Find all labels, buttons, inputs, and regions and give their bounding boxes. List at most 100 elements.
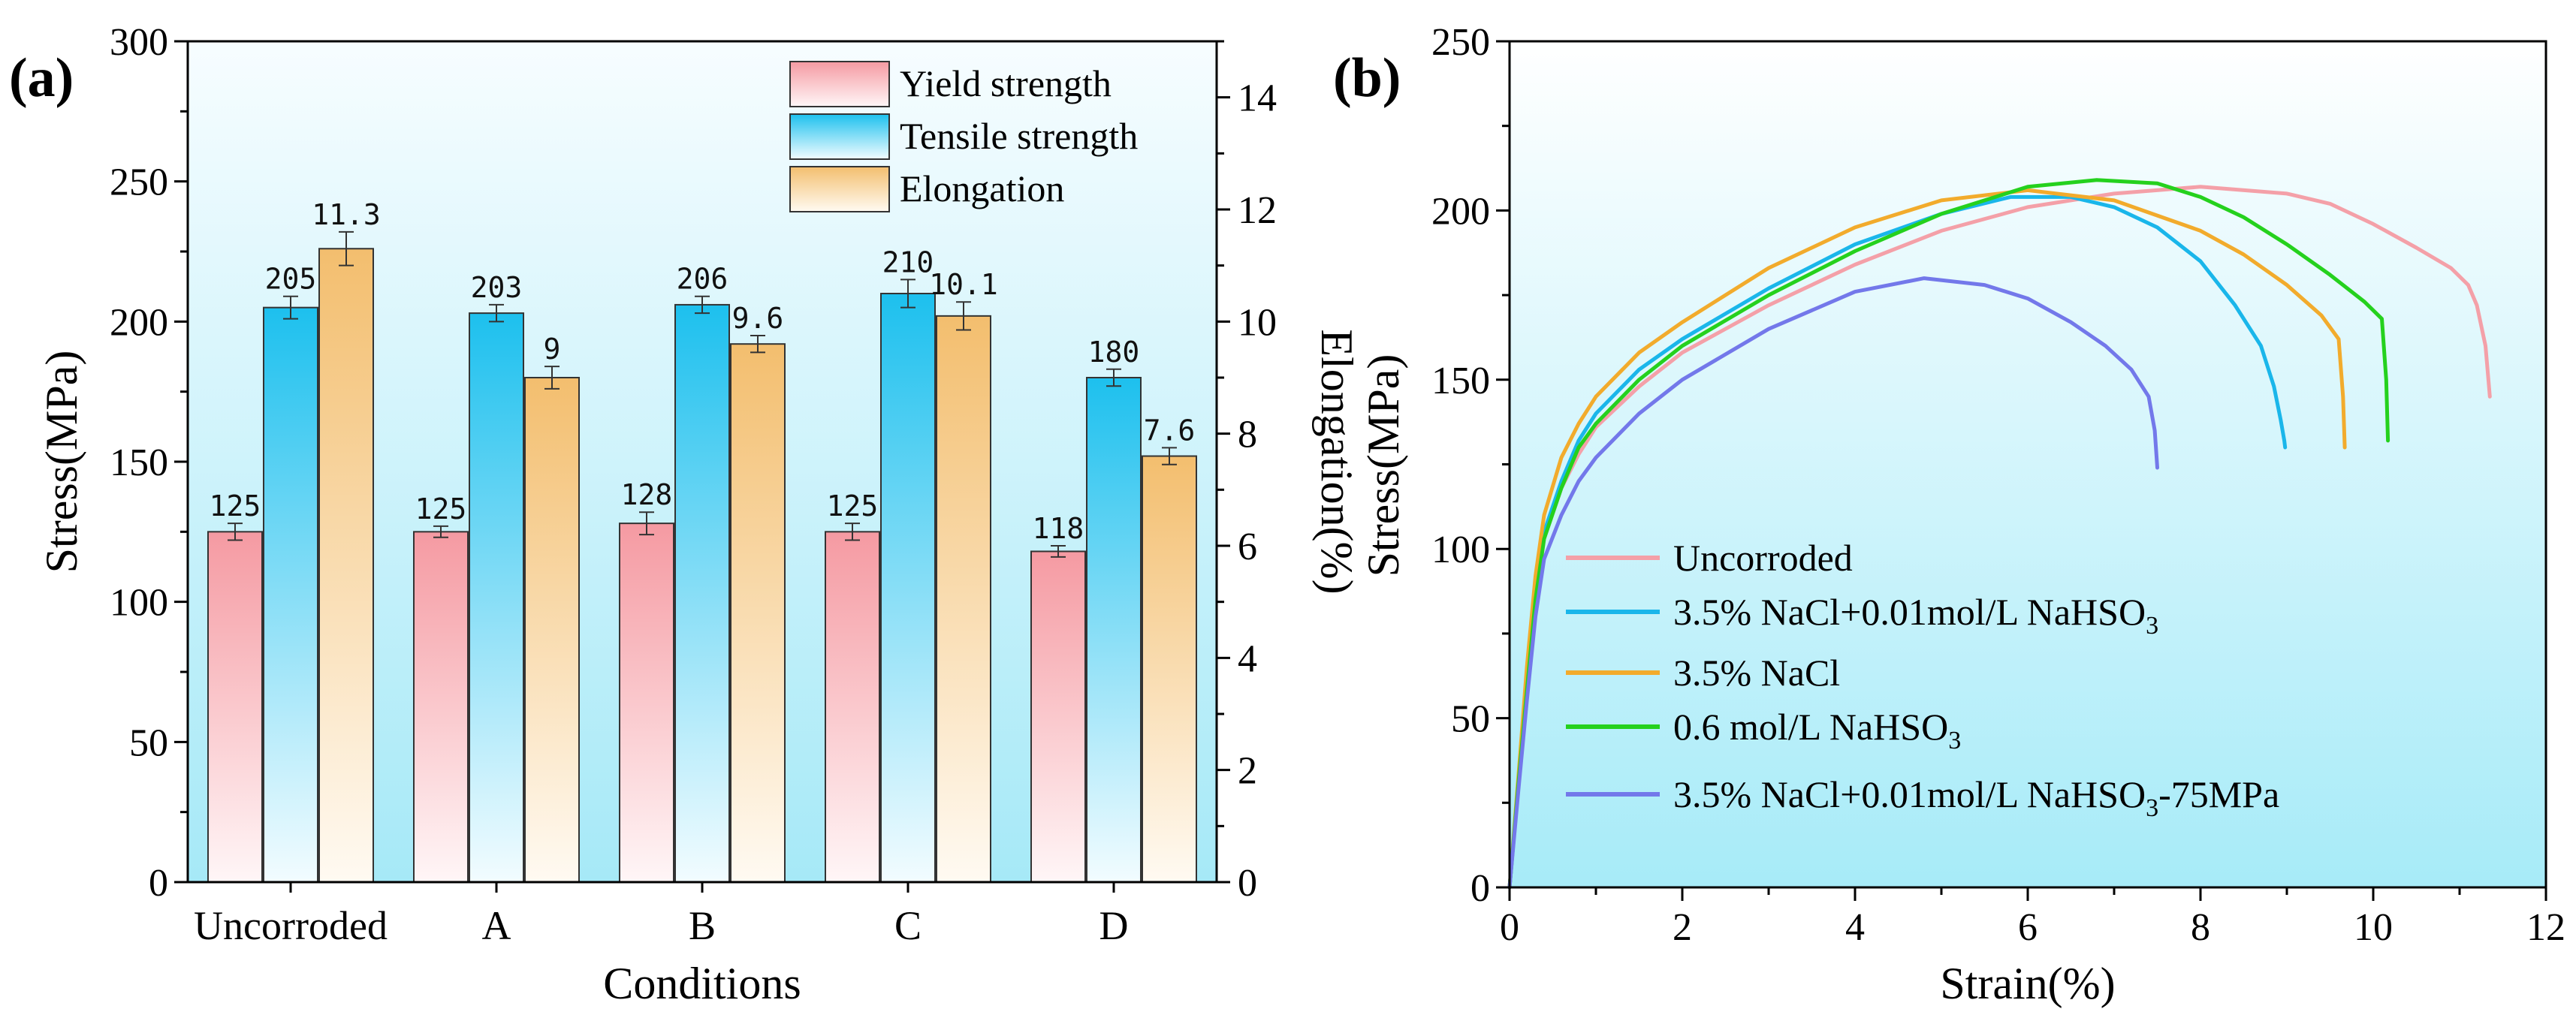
panel-a-y-axis-title: Stress(MPa)	[37, 351, 86, 574]
bar-tensile-strength-b	[674, 303, 730, 883]
error-bar-elongation-b	[750, 335, 765, 354]
panel-b-y-axis: 0 50 100 150 200 250	[1431, 21, 1510, 910]
data-label-tensile-strength-d: 180	[1088, 336, 1140, 369]
bar-yield-strength-uncorroded	[207, 531, 263, 883]
curve-3-5-nacl-0-01mol-l-nahso3-75mpa	[1507, 276, 2159, 890]
legend-label-nacl: 3.5% NaCl	[1673, 652, 1840, 694]
data-label-elongation-c: 10.1	[929, 268, 998, 301]
data-label-tensile-strength-c: 210	[882, 245, 934, 279]
error-bar-elongation-c	[956, 301, 971, 331]
data-label-elongation-b: 9.6	[732, 302, 784, 335]
legend-label-elongation: Elongation	[900, 167, 1064, 209]
error-bar-tensile-strength-d	[1106, 368, 1121, 387]
bar-elongation-b	[730, 343, 786, 883]
bar-yield-strength-c	[825, 531, 880, 883]
y-tick-label: 0	[149, 862, 168, 905]
x-tick-label-b: B	[689, 903, 716, 948]
y2-tick-label: 8	[1238, 414, 1257, 456]
bar-yield-strength-b	[619, 523, 674, 884]
x-tick-label-uncorroded: Uncorroded	[194, 903, 388, 948]
legend-label-uncorroded: Uncorroded	[1673, 537, 1853, 579]
panel-b-plot-background	[1510, 41, 2546, 887]
panel-b-x-axis-title: Strain(%)	[1940, 959, 2115, 1008]
x-tick-label: 2	[1673, 906, 1692, 949]
legend-item-nacl-nahso3: 3.5% NaCl+0.01mol/L NaHSO3	[1566, 591, 2158, 640]
data-label-elongation-uncorroded: 11.3	[312, 198, 381, 231]
panel-a-y-axis: 0 50 100 150 200 250 300	[110, 21, 188, 905]
error-bar-yield-strength-d	[1051, 545, 1066, 558]
x-tick-label-c: C	[894, 903, 922, 948]
y2-tick-label: 0	[1238, 862, 1257, 905]
x-tick-label: 10	[2354, 906, 2393, 949]
data-label-elongation-a: 9	[544, 333, 561, 366]
x-tick-label: 8	[2191, 906, 2210, 949]
legend-item-nacl-nahso3-75mpa: 3.5% NaCl+0.01mol/L NaHSO3-75MPa	[1566, 773, 2279, 822]
data-label-tensile-strength-a: 203	[471, 271, 523, 304]
y-tick-label: 100	[1431, 529, 1490, 571]
panel-b: 0 50 100 150 200 250 0 2 4 6 8 10 12 (b) Stress(MPa…	[1333, 21, 2565, 1008]
y-tick-label: 50	[129, 721, 168, 764]
legend-label-nacl-nahso3: 3.5% NaCl+0.01mol/L NaHSO3	[1673, 591, 2158, 640]
y-tick-label: 150	[1431, 360, 1490, 402]
error-bar-tensile-strength-b	[695, 295, 710, 315]
legend-item-yield-strength: Yield strength	[789, 61, 1112, 107]
legend-swatch-tensile	[789, 113, 890, 160]
legend-item-nahso3: 0.6 mol/L NaHSO3	[1566, 706, 1961, 754]
x-tick-label: 12	[2526, 906, 2565, 949]
data-label-yield-strength-uncorroded: 125	[210, 489, 261, 523]
y-tick-label: 100	[110, 582, 168, 625]
data-label-yield-strength-b: 128	[621, 478, 673, 511]
legend-swatch-elongation	[789, 166, 890, 212]
bar-elongation-c	[936, 315, 991, 884]
error-bar-tensile-strength-uncorroded	[283, 295, 298, 320]
data-label-elongation-d: 7.6	[1144, 414, 1196, 447]
y-tick-label: 200	[1431, 190, 1490, 233]
legend-item-nacl: 3.5% NaCl	[1566, 652, 1840, 694]
bar-elongation-d	[1142, 455, 1197, 883]
legend-item-uncorroded: Uncorroded	[1566, 537, 1853, 579]
panel-a-y2-axis-title: Elongation(%)	[1312, 329, 1362, 594]
bar-tensile-strength-uncorroded	[263, 306, 318, 883]
legend-label-yield: Yield strength	[900, 62, 1112, 104]
y2-tick-label: 10	[1238, 301, 1277, 344]
y-tick-label: 0	[1470, 867, 1490, 910]
bar-elongation-a	[524, 377, 580, 883]
error-bar-tensile-strength-c	[900, 279, 915, 309]
error-bar-elongation-a	[544, 366, 560, 390]
legend-item-tensile-strength: Tensile strength	[789, 113, 1138, 160]
y-tick-label: 250	[110, 161, 168, 204]
y2-tick-label: 6	[1238, 526, 1257, 568]
error-bar-tensile-strength-a	[489, 303, 504, 323]
curve-0-6-mol-l-nahso3	[1507, 178, 2390, 890]
curve-3-5-nacl	[1507, 188, 2347, 890]
y2-tick-label: 2	[1238, 750, 1257, 793]
data-label-yield-strength-d: 118	[1033, 512, 1084, 545]
panel-b-y-axis-title: Stress(MPa)	[1359, 354, 1408, 577]
panel-a-x-axis: Uncorroded A B C D	[194, 882, 1129, 948]
y-tick-label: 200	[110, 301, 168, 344]
panel-a-data-labels: 125 125 128 125 118 205 203 206 210 180 11.3 9 9.6 10…	[210, 198, 1196, 545]
x-tick-label: 4	[1845, 906, 1865, 949]
y-tick-label: 50	[1451, 698, 1490, 741]
error-bar-elongation-uncorroded	[339, 230, 354, 267]
panel-b-curves	[1507, 178, 2492, 890]
error-bar-yield-strength-a	[433, 525, 448, 538]
x-tick-label-d: D	[1099, 903, 1129, 948]
y2-tick-label: 4	[1238, 637, 1257, 680]
panel-a-legend: Yield strength Tensile strength Elongati…	[789, 61, 1138, 212]
data-label-tensile-strength-uncorroded: 205	[265, 263, 317, 296]
error-bar-yield-strength-c	[845, 523, 860, 541]
y2-tick-label: 12	[1238, 189, 1277, 232]
panel-a-label: (a)	[9, 47, 74, 109]
bar-tensile-strength-d	[1086, 377, 1142, 883]
error-bar-yield-strength-uncorroded	[228, 523, 243, 541]
bar-tensile-strength-c	[880, 293, 936, 883]
legend-label-nahso3: 0.6 mol/L NaHSO3	[1673, 706, 1961, 754]
data-label-yield-strength-a: 125	[415, 492, 467, 526]
panel-a-y2-axis: 0 2 4 6 8 10 12 14	[1217, 40, 1277, 905]
error-bar-yield-strength-b	[639, 511, 654, 536]
panel-b-legend: Uncorroded 3.5% NaCl+0.01mol/L NaHSO3 3.…	[1566, 537, 2279, 822]
legend-label-nacl-nahso3-75mpa: 3.5% NaCl+0.01mol/L NaHSO3-75MPa	[1673, 773, 2279, 822]
